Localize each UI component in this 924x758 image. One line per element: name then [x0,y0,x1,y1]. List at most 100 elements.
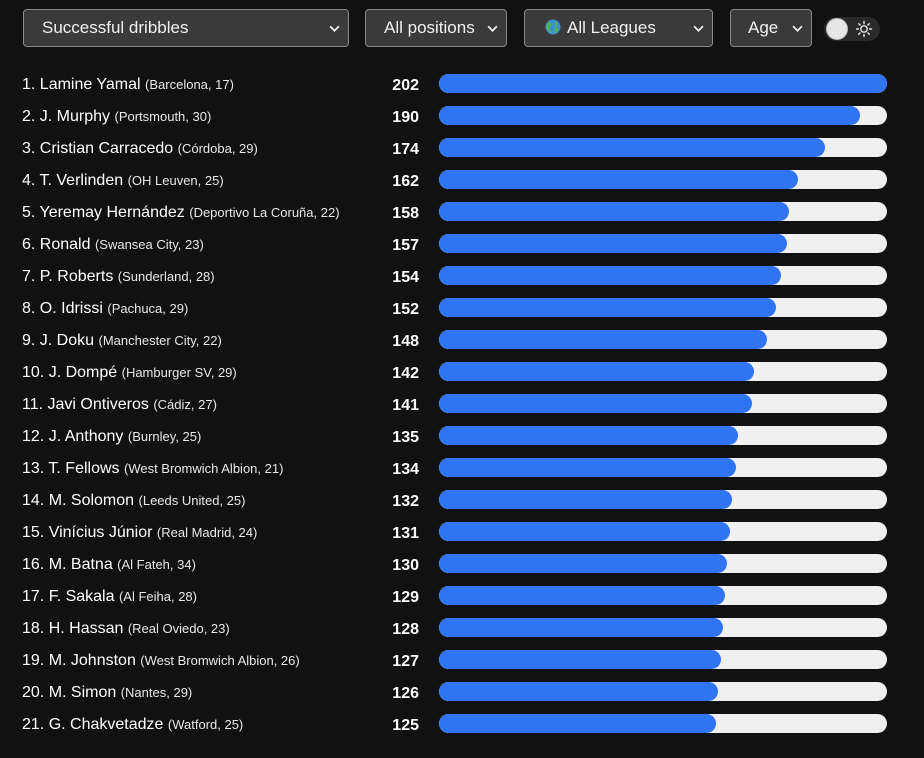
player-label: 16. M. Batna [22,556,113,573]
player-name: 9. J. Doku (Manchester City, 22) [22,332,222,350]
player-name: 20. M. Simon (Nantes, 29) [22,684,192,702]
stat-value: 134 [392,461,419,478]
bar-fill [439,394,752,413]
bar-fill [439,586,726,605]
player-label: 12. J. Anthony [22,428,124,445]
bar-fill [439,266,781,285]
age-select[interactable]: Age [730,9,812,47]
player-label: 10. J. Dompé [22,364,118,381]
player-label: 3. Cristian Carracedo [22,140,174,157]
player-meta: (Leeds United, 25) [138,493,246,508]
bar-track [439,330,887,349]
player-meta: (Pachuca, 29) [107,301,189,316]
stat-value: 129 [392,589,419,606]
bar-fill [439,554,728,573]
player-name: 3. Cristian Carracedo (Córdoba, 29) [22,140,258,158]
league-select[interactable]: All Leagues [524,9,713,47]
player-label: 5. Yeremay Hernández [22,204,185,221]
player-meta: (Nantes, 29) [120,685,193,700]
bar-track [439,298,887,317]
stat-value: 135 [392,429,419,446]
list-item: 11. Javi Ontiveros (Cádiz, 27) 141 [0,390,924,422]
player-meta: (Swansea City, 23) [94,237,204,252]
stat-value: 125 [392,717,419,734]
player-meta: (Al Feiha, 28) [118,589,197,604]
stat-value: 141 [392,397,419,414]
list-item: 18. H. Hassan (Real Oviedo, 23) 128 [0,614,924,646]
stat-value: 157 [392,237,419,254]
stat-value: 128 [392,621,419,638]
player-label: 6. Ronald [22,236,91,253]
stat-value: 142 [392,365,419,382]
player-meta: (Real Oviedo, 23) [127,621,230,636]
stat-value: 202 [392,77,419,94]
stat-value: 154 [392,269,419,286]
list-item: 12. J. Anthony (Burnley, 25) 135 [0,422,924,454]
list-item: 15. Vinícius Júnior (Real Madrid, 24) 131 [0,518,924,550]
player-name: 7. P. Roberts (Sunderland, 28) [22,268,215,286]
player-label: 20. M. Simon [22,684,117,701]
list-item: 2. J. Murphy (Portsmouth, 30) 190 [0,102,924,134]
player-label: 19. M. Johnston [22,652,136,669]
list-item: 16. M. Batna (Al Fateh, 34) 130 [0,550,924,582]
player-name: 10. J. Dompé (Hamburger SV, 29) [22,364,237,382]
list-item: 1. Lamine Yamal (Barcelona, 17) 202 [0,70,924,102]
bar-fill [439,682,719,701]
bar-track [439,682,887,701]
bar-track [439,138,887,157]
player-name: 15. Vinícius Júnior (Real Madrid, 24) [22,524,257,542]
player-meta: (Córdoba, 29) [177,141,258,156]
position-select[interactable]: All positions [365,9,507,47]
stat-value: 131 [392,525,419,542]
player-name: 14. M. Solomon (Leeds United, 25) [22,492,245,510]
player-name: 13. T. Fellows (West Bromwich Albion, 21… [22,460,283,478]
list-item: 20. M. Simon (Nantes, 29) 126 [0,678,924,710]
player-name: 12. J. Anthony (Burnley, 25) [22,428,201,446]
stat-value: 174 [392,141,419,158]
bar-fill [439,714,717,733]
bar-track [439,618,887,637]
list-item: 6. Ronald (Swansea City, 23) 157 [0,230,924,262]
stat-value: 126 [392,685,419,702]
player-name: 11. Javi Ontiveros (Cádiz, 27) [22,396,217,414]
bar-track [439,266,887,285]
player-meta: (Deportivo La Coruña, 22) [189,205,340,220]
list-item: 5. Yeremay Hernández (Deportivo La Coruñ… [0,198,924,230]
theme-toggle[interactable] [824,17,880,41]
stat-select[interactable]: Successful dribbles [23,9,349,47]
stat-value: 152 [392,301,419,318]
position-select-value: All positions [384,18,475,37]
chevron-down-icon [792,25,803,32]
player-meta: (West Bromwich Albion, 26) [140,653,300,668]
player-name: 1. Lamine Yamal (Barcelona, 17) [22,76,234,94]
bar-track [439,106,887,125]
bar-fill [439,330,768,349]
player-name: 19. M. Johnston (West Bromwich Albion, 2… [22,652,300,670]
bar-fill [439,74,887,93]
player-name: 8. O. Idrissi (Pachuca, 29) [22,300,188,318]
league-select-value: All Leagues [567,18,656,37]
stat-value: 127 [392,653,419,670]
player-meta: (Cádiz, 27) [153,397,217,412]
bar-track [439,522,887,541]
bar-fill [439,362,754,381]
player-label: 2. J. Murphy [22,108,111,125]
player-label: 1. Lamine Yamal [22,76,141,93]
list-item: 14. M. Solomon (Leeds United, 25) 132 [0,486,924,518]
sun-icon [855,20,873,38]
stat-value: 132 [392,493,419,510]
bar-track [439,586,887,605]
bar-fill [439,202,790,221]
chevron-down-icon [693,25,704,32]
stat-value: 158 [392,205,419,222]
list-item: 4. T. Verlinden (OH Leuven, 25) 162 [0,166,924,198]
bar-track [439,170,887,189]
player-meta: (Sunderland, 28) [117,269,215,284]
player-label: 21. G. Chakvetadze [22,716,164,733]
bar-track [439,426,887,445]
bar-track [439,394,887,413]
player-name: 16. M. Batna (Al Fateh, 34) [22,556,196,574]
bar-fill [439,106,861,125]
bar-track [439,362,887,381]
player-label: 9. J. Doku [22,332,95,349]
